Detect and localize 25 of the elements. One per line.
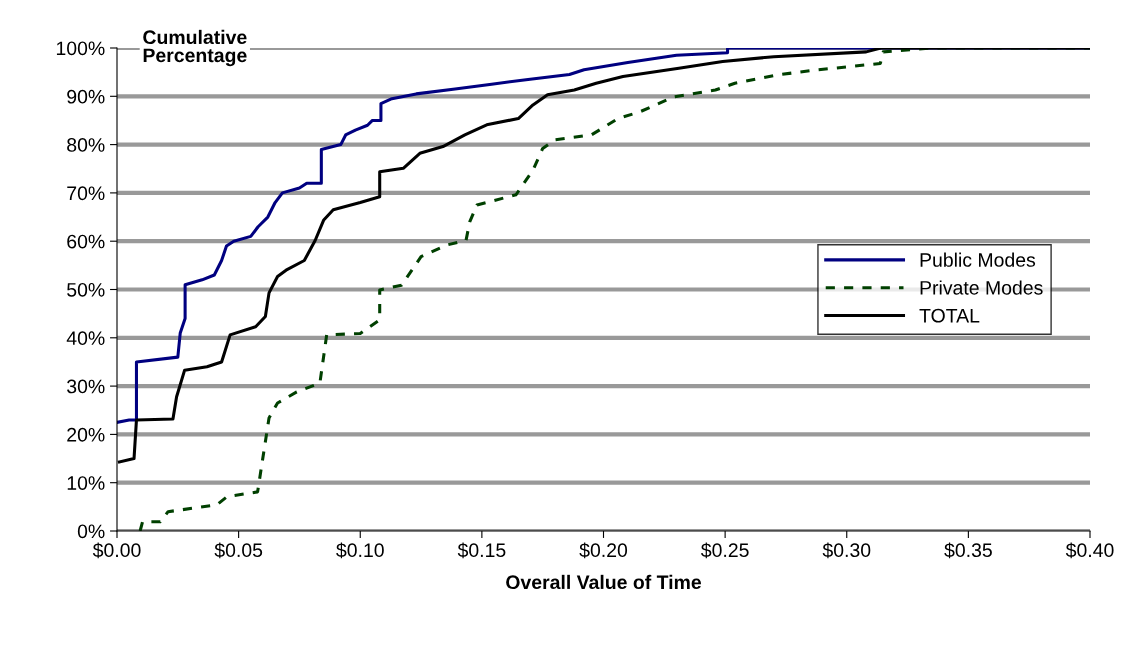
y-tick-label: 0% — [77, 524, 105, 539]
x-tick-label: $0.10 — [336, 542, 384, 559]
legend-label: Public Modes — [920, 252, 1036, 267]
y-tick-label: 90% — [67, 89, 105, 104]
x-tick-label: $0.30 — [822, 542, 871, 559]
x-tick-label: $0.00 — [92, 542, 141, 559]
x-tick-label: $0.25 — [701, 542, 749, 559]
y-tick-label: 40% — [66, 331, 105, 346]
y-axis-title: Cumulative Percentage — [143, 29, 247, 67]
x-tick-label: $0.40 — [1065, 542, 1114, 559]
y-tick-label: 30% — [67, 379, 105, 394]
x-tick-label: $0.35 — [944, 542, 992, 559]
legend-label: TOTAL — [919, 308, 980, 323]
x-axis-title: Overall Value of Time — [506, 574, 702, 590]
x-tick-label: $0.05 — [214, 542, 263, 559]
y-tick-label: 70% — [67, 186, 105, 201]
x-tick-label: $0.20 — [579, 542, 628, 559]
y-tick-label: 20% — [67, 427, 105, 442]
x-tick-label: $0.15 — [457, 542, 506, 559]
legend-label: Private Modes — [920, 280, 1043, 295]
y-tick-label: 60% — [67, 234, 105, 249]
y-tick-label: 10% — [67, 476, 105, 490]
y-tick-label: 80% — [67, 138, 105, 152]
y-tick-label: 100% — [56, 41, 105, 56]
y-tick-label: 50% — [67, 282, 105, 297]
